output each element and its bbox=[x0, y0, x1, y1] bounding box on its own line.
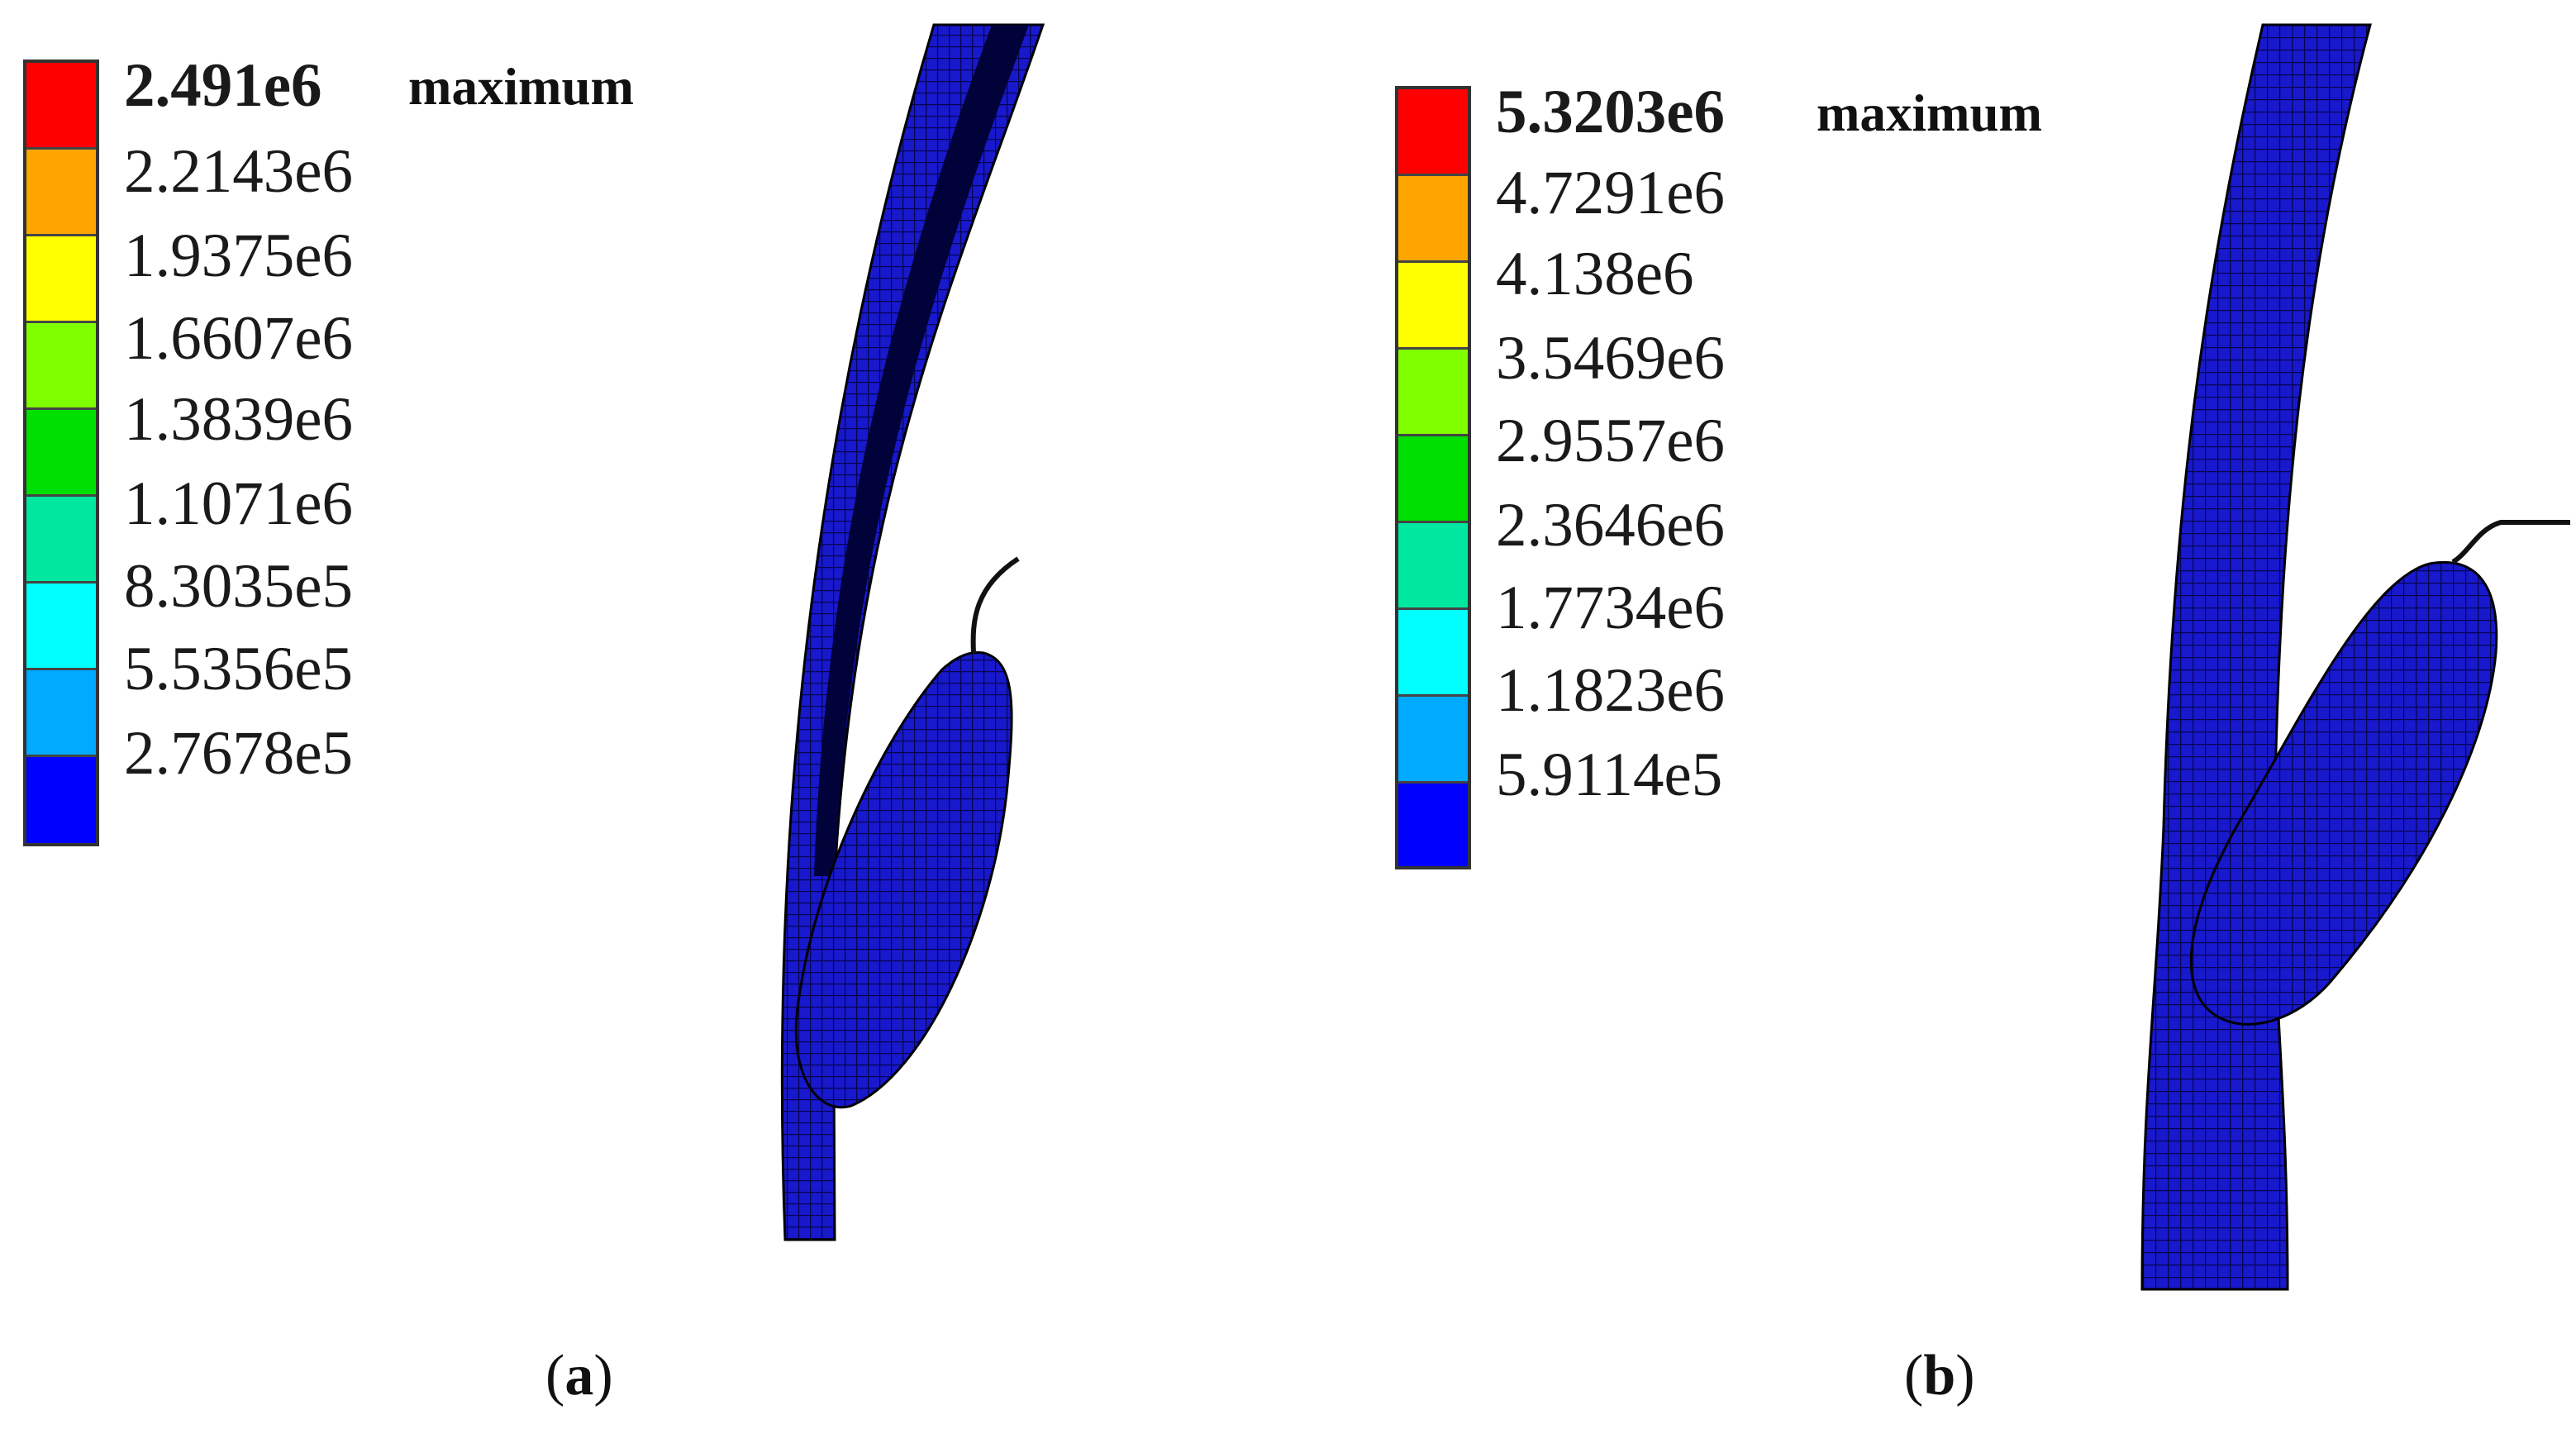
legend-swatch bbox=[1398, 784, 1468, 866]
legend-value: 5.9114e5 bbox=[1496, 741, 1723, 809]
caption-open: ( bbox=[545, 1344, 565, 1408]
legend-value: 1.1071e6 bbox=[124, 469, 354, 538]
legend-value: 2.2143e6 bbox=[124, 137, 354, 206]
aneurysm-sac bbox=[2189, 561, 2498, 1026]
legend-value: 1.6607e6 bbox=[124, 304, 354, 373]
caption-open: ( bbox=[1904, 1344, 1924, 1408]
fem-mesh-figure-a bbox=[780, 23, 1045, 1241]
legend-swatch bbox=[1398, 697, 1468, 784]
legend-value: 1.9375e6 bbox=[124, 221, 354, 290]
legend-swatch bbox=[1398, 89, 1468, 176]
legend-swatch bbox=[26, 63, 96, 150]
legend-value: 4.7291e6 bbox=[1496, 159, 1726, 227]
legend-swatch bbox=[26, 236, 96, 323]
caption-a: (a) bbox=[545, 1347, 613, 1405]
caption-close: ) bbox=[593, 1344, 613, 1408]
legend-swatch bbox=[1398, 436, 1468, 523]
legend-color-bar bbox=[1395, 86, 1471, 869]
caption-letter: b bbox=[1923, 1344, 1956, 1408]
legend-max-label: maximum bbox=[1817, 84, 2042, 142]
legend-value-max: 5.3203e6 bbox=[1496, 78, 1726, 146]
catheter-wire bbox=[970, 556, 1020, 654]
legend-value: 1.7734e6 bbox=[1496, 574, 1726, 642]
legend-value: 2.9557e6 bbox=[1496, 407, 1726, 475]
legend-max-label: maximum bbox=[408, 58, 634, 116]
panel-b: 5.3203e6 maximum 4.7291e6 4.138e6 3.5469… bbox=[1288, 0, 2576, 1429]
legend-swatch bbox=[26, 323, 96, 410]
legend-swatch bbox=[1398, 350, 1468, 436]
caption-letter: a bbox=[564, 1344, 594, 1408]
legend-swatch bbox=[26, 670, 96, 757]
legend-value: 4.138e6 bbox=[1496, 240, 1694, 308]
legend-value: 2.3646e6 bbox=[1496, 491, 1726, 560]
legend-swatch bbox=[26, 757, 96, 843]
vessel-wall-gap bbox=[814, 25, 1029, 876]
caption-close: ) bbox=[1955, 1344, 1975, 1408]
legend-value: 2.7678e5 bbox=[124, 719, 354, 788]
legend-value: 5.5356e5 bbox=[124, 635, 354, 703]
legend-value: 8.3035e5 bbox=[124, 552, 354, 621]
panel-a: 2.491e6 maximum 2.2143e6 1.9375e6 1.6607… bbox=[23, 23, 1045, 1405]
legend-value: 1.3839e6 bbox=[124, 385, 354, 454]
aneurysm-sac bbox=[794, 651, 1013, 1109]
legend-value: 3.5469e6 bbox=[1496, 324, 1726, 393]
caption-b: (b) bbox=[1904, 1347, 1975, 1405]
fem-mesh-figure-b bbox=[2140, 23, 2570, 1291]
legend-swatch bbox=[26, 410, 96, 497]
legend-swatch bbox=[1398, 263, 1468, 350]
legend-value-max: 2.491e6 bbox=[124, 51, 322, 120]
legend-swatch bbox=[26, 497, 96, 584]
legend-swatch bbox=[26, 150, 96, 236]
legend-color-bar bbox=[23, 60, 99, 846]
legend-value: 1.1823e6 bbox=[1496, 656, 1726, 725]
legend-swatch bbox=[26, 584, 96, 670]
catheter-wire bbox=[2451, 520, 2570, 564]
legend-swatch bbox=[1398, 176, 1468, 263]
legend-swatch bbox=[1398, 523, 1468, 610]
legend-swatch bbox=[1398, 610, 1468, 697]
